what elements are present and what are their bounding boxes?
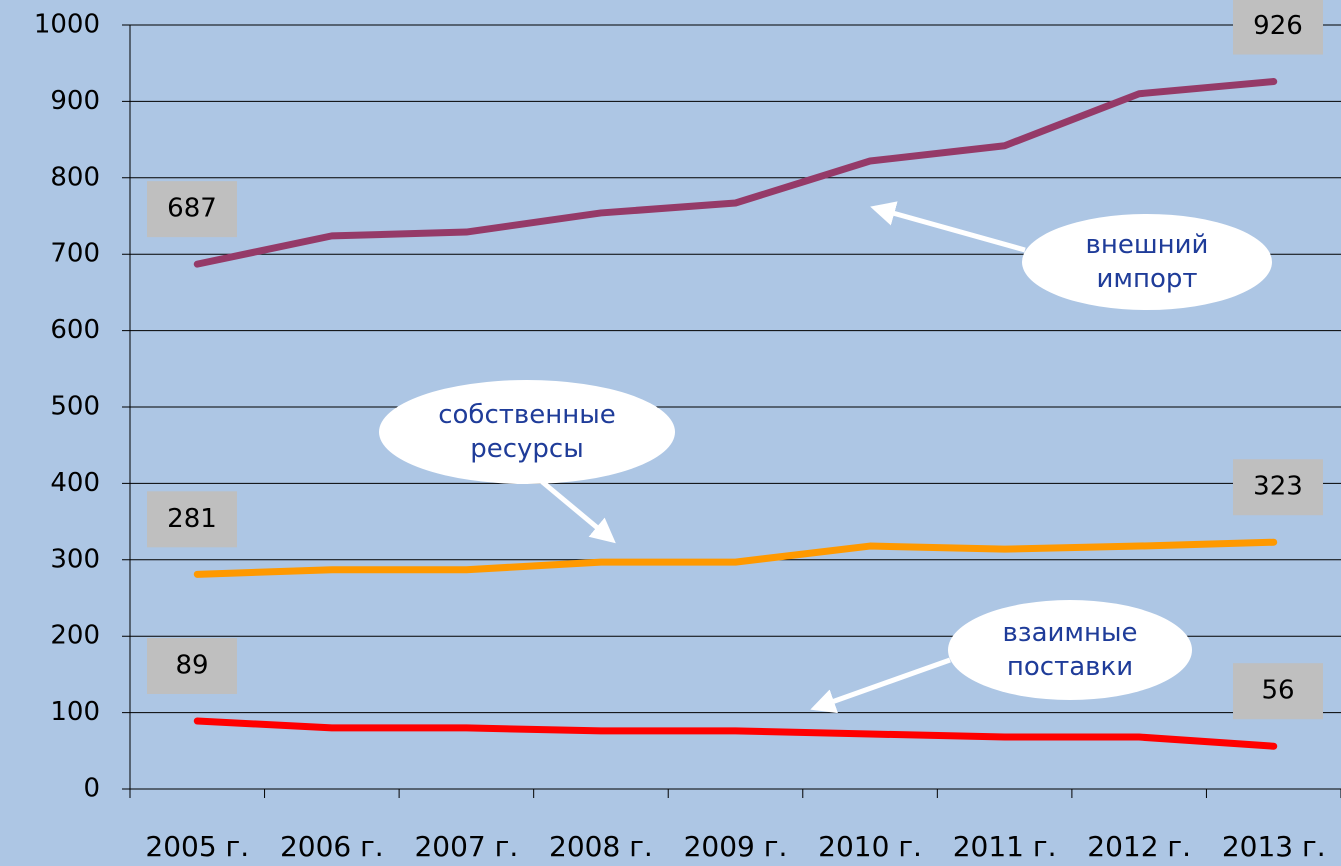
x-tick-label: 2010 г. bbox=[818, 830, 922, 863]
data-label: 89 bbox=[175, 651, 208, 681]
y-tick-label: 600 bbox=[50, 315, 100, 345]
series-line bbox=[193, 538, 1278, 578]
y-tick-label: 900 bbox=[50, 86, 100, 116]
y-tick-label: 300 bbox=[50, 544, 100, 574]
x-tick-label: 2007 г. bbox=[414, 830, 518, 863]
callout-arrow bbox=[810, 657, 951, 714]
y-tick-label: 400 bbox=[50, 468, 100, 498]
series-label: внешний импорт bbox=[1085, 230, 1209, 294]
y-tick-label: 100 bbox=[50, 697, 100, 727]
callout-arrow bbox=[538, 478, 616, 544]
x-tick-label: 2005 г. bbox=[145, 830, 249, 863]
y-tick-label: 700 bbox=[50, 239, 100, 269]
callout-bubble bbox=[379, 380, 675, 484]
series-line bbox=[193, 78, 1278, 268]
data-label-box bbox=[147, 491, 237, 548]
y-tick-label: 0 bbox=[83, 774, 100, 804]
callout-arrow bbox=[870, 201, 1026, 253]
y-tick-label: 1000 bbox=[34, 10, 100, 40]
callout-bubble bbox=[948, 600, 1192, 700]
x-tick-label: 2008 г. bbox=[549, 830, 653, 863]
series-label: собственные ресурсы bbox=[438, 400, 616, 464]
x-tick-label: 2013 г. bbox=[1222, 830, 1326, 863]
series-line bbox=[193, 717, 1278, 750]
y-tick-label: 200 bbox=[50, 621, 100, 651]
data-label: 56 bbox=[1261, 676, 1294, 706]
data-label: 281 bbox=[167, 504, 217, 534]
data-label-box bbox=[1233, 663, 1323, 720]
data-label: 687 bbox=[167, 194, 217, 224]
data-label-box bbox=[147, 638, 237, 695]
data-label-box bbox=[1233, 0, 1323, 55]
x-tick-label: 2012 г. bbox=[1087, 830, 1191, 863]
y-tick-label: 800 bbox=[50, 162, 100, 192]
data-label-box bbox=[1233, 459, 1323, 516]
x-tick-label: 2006 г. bbox=[280, 830, 384, 863]
data-label-box bbox=[147, 181, 237, 238]
data-label: 323 bbox=[1253, 472, 1303, 502]
callout-bubble bbox=[1022, 214, 1272, 310]
x-tick-label: 2011 г. bbox=[953, 830, 1057, 863]
series-label: взаимные поставки bbox=[1002, 618, 1138, 682]
x-tick-label: 2009 г. bbox=[684, 830, 788, 863]
data-label: 926 bbox=[1253, 11, 1303, 41]
y-tick-label: 500 bbox=[50, 392, 100, 422]
